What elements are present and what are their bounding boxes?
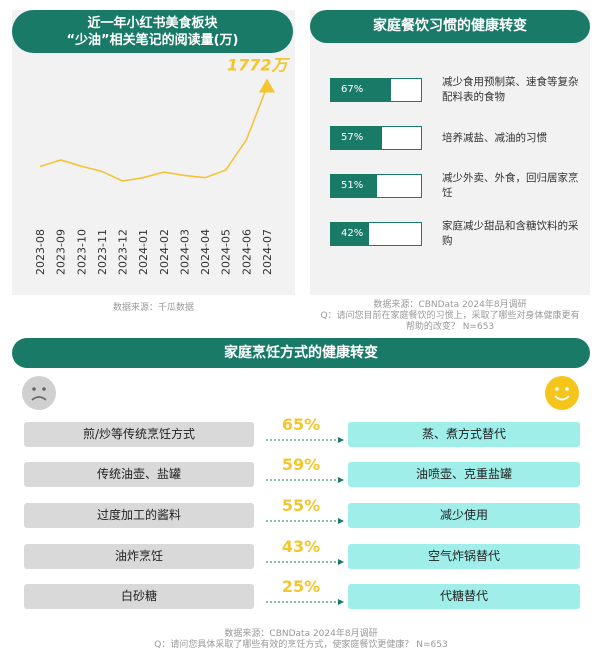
cooking-new-method: 油喷壶、克重盐罐: [348, 462, 580, 487]
x-tick-label: 2024-07: [261, 229, 274, 275]
dotted-arrow-icon: [266, 518, 344, 524]
cooking-new-method: 代糖替代: [348, 584, 580, 609]
x-tick-label: 2024-05: [220, 229, 233, 275]
habit-bar-value: 51%: [341, 180, 364, 191]
line-chart-source: 数据来源：千瓜数据: [112, 303, 194, 313]
x-tick-label: 2023-11: [96, 229, 109, 275]
habit-bar-row: 51% 减少外卖、外食，回归居家烹饪: [330, 166, 580, 206]
cooking-new-method: 空气炸锅替代: [348, 544, 580, 569]
happy-face-icon: [545, 376, 579, 410]
cooking-old-method: 油炸烹饪: [24, 544, 254, 569]
x-tick-label: 2023-10: [75, 229, 88, 275]
peak-annotation: 1772万: [227, 56, 291, 75]
line-chart-title-line1: 近一年小红书美食板块: [87, 16, 218, 31]
dotted-arrow-icon: [266, 437, 344, 443]
habit-panel: [310, 10, 590, 295]
cooking-new-method: 蒸、煮方式替代: [348, 422, 580, 447]
habit-bar-row: 57% 培养减盐、减油的习惯: [330, 118, 580, 158]
habit-bar-label: 培养减盐、减油的习惯: [442, 132, 547, 144]
habit-bar: [331, 79, 392, 101]
habit-bar-row: 42% 家庭减少甜品和含糖饮料的采购: [330, 214, 580, 254]
dotted-arrow-icon: [266, 599, 344, 605]
habit-bar-track: 57%: [330, 126, 422, 150]
habit-bar-track: 67%: [330, 78, 422, 102]
cooking-new-method: 减少使用: [348, 503, 580, 528]
habit-source-line2: Q：请问您目前在家庭餐饮的习惯上，采取了哪些对身体健康更有: [320, 311, 580, 321]
dotted-arrow-icon: [266, 559, 344, 565]
x-tick-label: 2024-06: [240, 229, 253, 275]
habit-source-line1: 数据来源：CBNData 2024年8月调研: [373, 300, 527, 310]
habit-bar: [331, 223, 369, 245]
cooking-percentage: 43%: [281, 537, 321, 556]
x-tick-label: 2023-09: [55, 229, 68, 275]
habit-bar-label: 家庭减少甜品和含糖饮料的采购: [442, 220, 579, 247]
dotted-arrow-icon: [266, 477, 344, 483]
habit-bar-track: 51%: [330, 174, 422, 198]
cooking-old-method: 白砂糖: [24, 584, 254, 609]
x-tick-label: 2024-03: [178, 229, 191, 275]
habit-source-line3: 帮助的改变？ N=653: [405, 322, 495, 332]
habit-bar: [331, 175, 377, 197]
cooking-source-line1: 数据来源：CBNData 2024年8月调研: [224, 629, 378, 639]
x-tick-label: 2023-12: [117, 229, 130, 275]
habit-bar-label: 减少食用预制菜、速食等复杂配料表的食物: [442, 76, 579, 103]
cooking-source-line2: Q：请问您具体采取了哪些有效的烹饪方式，使家庭餐饮更健康？ N=653: [154, 640, 448, 650]
habit-panel-title: 家庭餐饮习惯的健康转变: [310, 10, 590, 43]
habit-bar-row: 67% 减少食用预制菜、速食等复杂配料表的食物: [330, 70, 580, 110]
line-chart-title-line2: “少油”相关笔记的阅读量(万): [66, 33, 239, 48]
cooking-old-method: 传统油壶、盐罐: [24, 462, 254, 487]
cooking-panel-title: 家庭烹饪方式的健康转变: [12, 338, 590, 368]
x-tick-label: 2024-02: [158, 229, 171, 275]
habit-bar-value: 57%: [341, 132, 364, 143]
cooking-percentage: 25%: [281, 577, 321, 596]
x-tick-label: 2023-08: [34, 229, 47, 275]
habit-bar-value: 67%: [341, 84, 364, 95]
habit-bar-track: 42%: [330, 222, 422, 246]
line-chart: 1772万 2023-08 2023-09 2023-10 2023-11 2023-12…: [34, 56, 291, 275]
habit-bar-label: 减少外卖、外食，回归居家烹饪: [442, 172, 579, 199]
cooking-old-method: 煎/炒等传统烹饪方式: [24, 422, 254, 447]
triangle-marker-icon: [259, 78, 275, 93]
sad-face-icon: [22, 376, 56, 410]
cooking-panel-source: 数据来源：CBNData 2024年8月调研 Q：请问您具体采取了哪些有效的烹饪…: [12, 629, 590, 651]
series-line: [39, 86, 268, 182]
cooking-percentage: 55%: [281, 496, 321, 515]
line-chart-title: 近一年小红书美食板块 “少油”相关笔记的阅读量(万): [12, 10, 293, 53]
cooking-percentage: 59%: [281, 455, 321, 474]
habit-bar-value: 42%: [341, 228, 364, 239]
cooking-old-method: 过度加工的酱料: [24, 503, 254, 528]
x-tick-label: 2024-04: [199, 229, 212, 275]
line-chart-panel: [12, 10, 295, 295]
habit-bar: [331, 127, 383, 149]
x-tick-label: 2024-01: [137, 229, 150, 275]
habit-panel-source: 数据来源：CBNData 2024年8月调研 Q：请问您目前在家庭餐饮的习惯上，…: [310, 300, 590, 333]
cooking-percentage: 65%: [281, 415, 321, 434]
